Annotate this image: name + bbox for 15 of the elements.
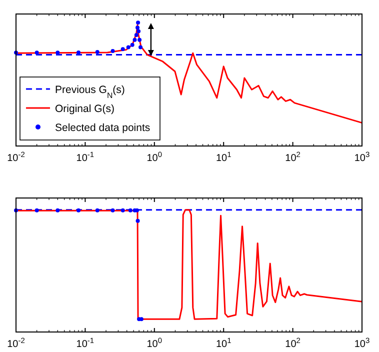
x-tick-label: 10$^{3}$ — [354, 336, 370, 350]
x-tick-label: 10$^{-1}$ — [76, 336, 94, 350]
x-tick-label: 10$^{1}$ — [216, 150, 232, 164]
x-tick-label: 10$^{3}$ — [354, 150, 370, 164]
x-tick-label: 10$^{2}$ — [285, 336, 300, 350]
x-tick-label: 10$^{0}$ — [146, 150, 162, 164]
x-tick-label: 10$^{0}$ — [146, 336, 162, 350]
x-tick-label: 10$^{-2}$ — [7, 150, 25, 164]
legend-label: Previous G$_{N}$(s) — [55, 84, 125, 100]
x-tick-label: 10$^{-2}$ — [7, 336, 25, 350]
legend-label: Original G(s) — [55, 103, 115, 115]
x-tick-label: 10$^{-1}$ — [76, 150, 94, 164]
x-tick-label: 10$^{2}$ — [285, 150, 300, 164]
legend-label: Selected data points — [55, 122, 150, 134]
x-tick-label: 10$^{1}$ — [216, 336, 232, 350]
